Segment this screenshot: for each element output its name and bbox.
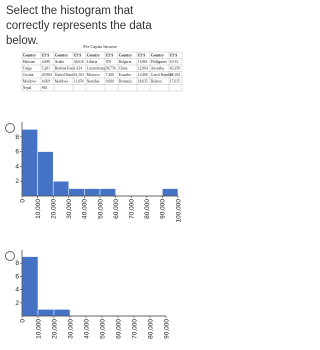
table-cell: 11,654 bbox=[74, 80, 84, 85]
histogram-bar bbox=[21, 256, 39, 317]
x-tick-label: 70,000 bbox=[129, 199, 136, 219]
table-cell: Philippines bbox=[151, 60, 168, 64]
table-cell: 12,964 bbox=[138, 67, 148, 72]
x-tick-label: 40,000 bbox=[83, 319, 90, 339]
table-header: US $ bbox=[138, 54, 145, 58]
table-cell: 4,669 bbox=[42, 80, 50, 85]
x-tick-label: 30,000 bbox=[66, 199, 73, 219]
table-cell: Australia bbox=[151, 67, 165, 71]
y-tick-label: 2 bbox=[15, 178, 19, 185]
x-tick-label: 0 bbox=[19, 319, 26, 323]
x-tick-label: 50,000 bbox=[99, 319, 106, 339]
table-cell: 27,104 bbox=[170, 73, 180, 78]
x-tick-label: 90,000 bbox=[160, 199, 167, 219]
histogram-bar bbox=[68, 188, 85, 197]
table-cell: Aruba bbox=[55, 60, 64, 64]
table-cell: 4,699 bbox=[42, 60, 50, 65]
table-header: US $ bbox=[106, 54, 113, 58]
histogram-bar bbox=[37, 151, 54, 197]
table-cell: Czech Republic bbox=[151, 73, 174, 77]
table-cell: 7,200 bbox=[106, 73, 114, 78]
x-tick-label: 70,000 bbox=[131, 319, 138, 339]
x-tick-label: 20,000 bbox=[51, 319, 58, 339]
table-header: Country bbox=[55, 54, 68, 58]
y-tick-label: 8 bbox=[15, 260, 19, 267]
table-cell: 1,424 bbox=[74, 67, 82, 72]
table-cell: 876 bbox=[106, 60, 112, 64]
table-cell: China bbox=[119, 67, 128, 71]
x-tick-label: 10,000 bbox=[35, 319, 42, 339]
x-tick-label: 90,000 bbox=[163, 319, 170, 339]
histogram-bar bbox=[99, 188, 116, 197]
table-header: Country bbox=[87, 54, 100, 58]
x-tick-label: 50,000 bbox=[97, 199, 104, 219]
table-cell: 20,904 bbox=[42, 73, 52, 78]
page: Select the histogram that correctly repre… bbox=[5, 5, 183, 339]
table-cell: Maldives bbox=[55, 80, 69, 84]
table-cell: 963 bbox=[42, 86, 48, 90]
x-tick-label: 0 bbox=[19, 199, 26, 203]
table-header: US $ bbox=[42, 54, 49, 58]
histogram-bar bbox=[53, 309, 71, 317]
x-tick-label: 30,000 bbox=[67, 319, 74, 339]
table-cell: Croatia bbox=[23, 73, 34, 77]
x-tick-label: 10,000 bbox=[35, 199, 42, 219]
y-tick-label: 4 bbox=[15, 163, 19, 170]
y-tick-label: 4 bbox=[15, 287, 19, 294]
table-cell: 9,600 bbox=[106, 80, 114, 85]
y-tick-label: 8 bbox=[15, 134, 19, 141]
table-cell: 17,615 bbox=[170, 80, 180, 85]
x-tick-label: 80,000 bbox=[144, 199, 151, 219]
y-tick-label: 6 bbox=[15, 273, 19, 280]
table-cell: 13,901 bbox=[138, 60, 148, 65]
x-tick-label: 60,000 bbox=[113, 199, 120, 219]
table-cell: 96,756 bbox=[106, 67, 116, 72]
table-header: US $ bbox=[170, 54, 177, 58]
table-header: Country bbox=[151, 54, 164, 58]
y-tick-label: 2 bbox=[15, 300, 19, 307]
table-cell: Bulgaria bbox=[119, 60, 132, 64]
table-cell: 10,469 bbox=[138, 73, 148, 78]
histogram-bar bbox=[37, 309, 55, 317]
table-cell: Tonga bbox=[23, 67, 32, 71]
x-tick-label: 100,000 bbox=[175, 199, 182, 223]
table-cell: Luxembourg bbox=[87, 67, 106, 71]
table-cell: 5,201 bbox=[42, 67, 50, 72]
table-header: Country bbox=[119, 54, 132, 58]
x-tick-label: 80,000 bbox=[147, 319, 154, 339]
table-cell: 18,635 bbox=[138, 80, 148, 85]
table-cell: 43,358 bbox=[170, 67, 180, 72]
x-tick-label: 20,000 bbox=[51, 199, 58, 219]
table-title: Per Capita Income bbox=[83, 44, 117, 49]
table-cell: Nepal bbox=[23, 86, 32, 90]
table-cell: Morocco bbox=[87, 73, 100, 77]
y-tick-label: 6 bbox=[15, 149, 19, 156]
table-cell: 6,513 bbox=[170, 60, 178, 65]
table-cell: Ecuador bbox=[119, 73, 132, 77]
table-cell: Namibia bbox=[87, 80, 100, 84]
table-cell: 51,163 bbox=[74, 73, 84, 78]
table-header: US $ bbox=[74, 54, 81, 58]
table-cell: Pakistan bbox=[23, 60, 35, 64]
table-cell: Moldova bbox=[23, 80, 36, 84]
table-cell: Belarus bbox=[151, 80, 163, 84]
histogram-bar bbox=[21, 129, 38, 197]
histogram-bar bbox=[84, 188, 101, 197]
histogram-bar bbox=[52, 180, 70, 197]
x-tick-label: 60,000 bbox=[115, 319, 122, 339]
histogram-bar bbox=[162, 188, 179, 197]
radio-option-2[interactable] bbox=[5, 251, 15, 261]
table-cell: Liberia bbox=[87, 60, 98, 64]
question-line: Select the histogram that correctly repre… bbox=[6, 5, 152, 47]
table-cell: United States bbox=[55, 73, 75, 77]
table-cell: Burkina Faso bbox=[55, 67, 74, 71]
table-cell: Romania bbox=[119, 80, 132, 84]
screen: Select the histogram that correctly repre… bbox=[5, 5, 182, 339]
table-cell: 36,016 bbox=[74, 60, 84, 65]
radio-option-1[interactable] bbox=[5, 123, 15, 133]
x-tick-label: 40,000 bbox=[82, 199, 89, 219]
table-header: Country bbox=[23, 54, 36, 58]
